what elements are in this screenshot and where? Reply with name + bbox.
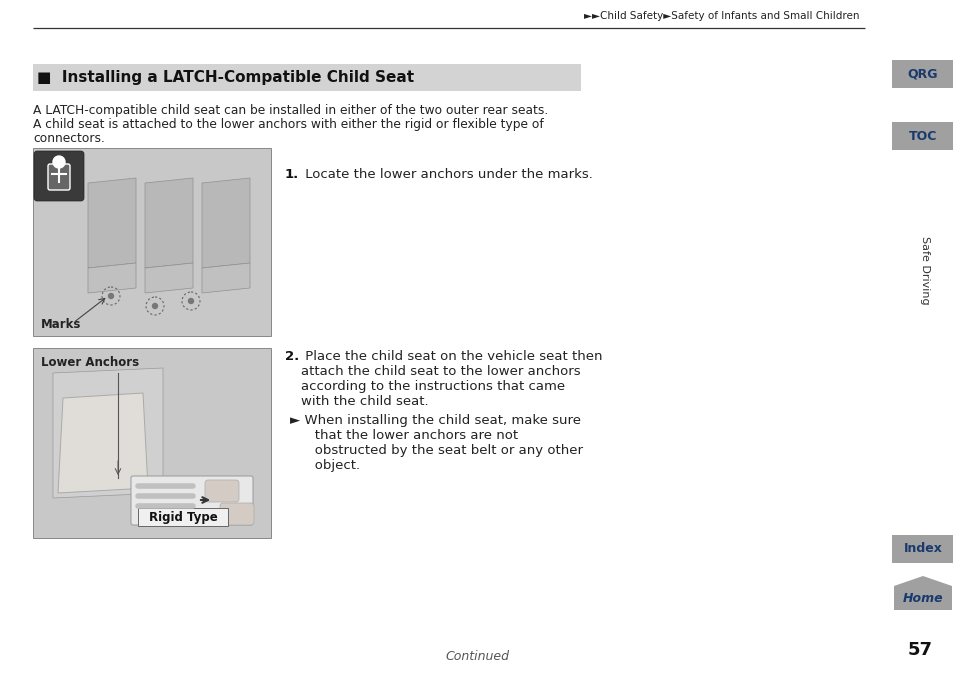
Text: 1.: 1. <box>285 168 299 181</box>
Text: Index: Index <box>902 543 942 555</box>
Polygon shape <box>202 178 250 268</box>
Text: A LATCH-compatible child seat can be installed in either of the two outer rear s: A LATCH-compatible child seat can be ins… <box>33 104 548 117</box>
Circle shape <box>189 299 193 303</box>
Text: that the lower anchors are not: that the lower anchors are not <box>302 429 517 442</box>
Circle shape <box>109 293 113 299</box>
Bar <box>138 508 228 526</box>
FancyBboxPatch shape <box>220 503 253 525</box>
Text: Rigid Type: Rigid Type <box>149 510 217 524</box>
Text: TOC: TOC <box>908 129 936 142</box>
Polygon shape <box>202 263 250 293</box>
Text: Home: Home <box>902 592 943 605</box>
Text: connectors.: connectors. <box>33 132 105 145</box>
Circle shape <box>152 303 157 309</box>
Polygon shape <box>893 576 951 610</box>
Text: ► When installing the child seat, make sure: ► When installing the child seat, make s… <box>290 414 580 427</box>
Text: 57: 57 <box>906 641 931 659</box>
Polygon shape <box>88 178 136 268</box>
Bar <box>33 64 580 91</box>
Bar <box>891 60 953 88</box>
Text: 2.: 2. <box>285 350 299 363</box>
FancyBboxPatch shape <box>131 476 253 525</box>
Text: according to the instructions that came: according to the instructions that came <box>301 380 564 393</box>
Text: with the child seat.: with the child seat. <box>301 395 428 408</box>
Text: Locate the lower anchors under the marks.: Locate the lower anchors under the marks… <box>301 168 592 181</box>
Polygon shape <box>58 393 148 493</box>
Text: Safe Driving: Safe Driving <box>919 236 929 305</box>
Polygon shape <box>88 263 136 293</box>
Polygon shape <box>145 178 193 268</box>
Bar <box>891 535 953 563</box>
Bar <box>891 122 953 150</box>
Text: QRG: QRG <box>907 67 937 80</box>
FancyBboxPatch shape <box>205 480 239 502</box>
Text: attach the child seat to the lower anchors: attach the child seat to the lower ancho… <box>301 365 580 378</box>
Text: Place the child seat on the vehicle seat then: Place the child seat on the vehicle seat… <box>301 350 602 363</box>
Text: Continued: Continued <box>444 650 509 663</box>
Bar <box>33 348 271 538</box>
Circle shape <box>53 156 65 168</box>
Text: ■  Installing a LATCH-Compatible Child Seat: ■ Installing a LATCH-Compatible Child Se… <box>37 70 414 85</box>
Polygon shape <box>53 368 163 498</box>
Text: obstructed by the seat belt or any other: obstructed by the seat belt or any other <box>302 444 582 457</box>
Text: ►►Child Safety►Safety of Infants and Small Children: ►►Child Safety►Safety of Infants and Sma… <box>584 11 859 21</box>
Text: object.: object. <box>302 459 359 472</box>
Text: Lower Anchors: Lower Anchors <box>41 356 139 369</box>
FancyBboxPatch shape <box>48 164 70 190</box>
Text: A child seat is attached to the lower anchors with either the rigid or flexible : A child seat is attached to the lower an… <box>33 118 543 131</box>
FancyBboxPatch shape <box>34 151 84 201</box>
Polygon shape <box>145 263 193 293</box>
Bar <box>33 148 271 336</box>
Text: Marks: Marks <box>41 318 81 331</box>
